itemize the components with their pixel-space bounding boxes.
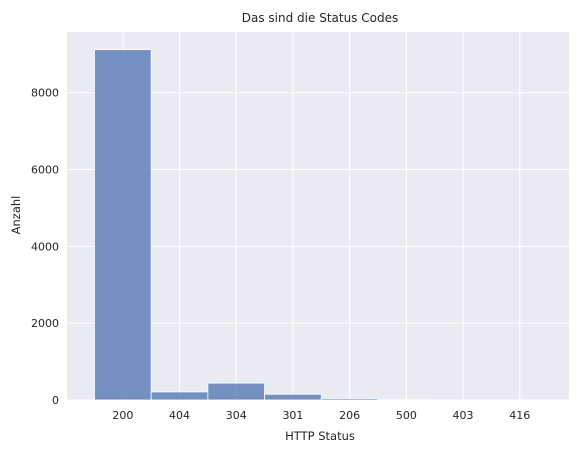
x-tick-label: 206 [339, 409, 360, 422]
bar-404 [150, 391, 209, 401]
x-axis-label: HTTP Status [285, 429, 355, 443]
bar-301 [264, 393, 322, 401]
y-tick-label: 4000 [31, 240, 59, 253]
y-ticks: 0 2000 4000 6000 8000 [31, 87, 59, 407]
y-tick-label: 6000 [31, 164, 59, 177]
bar-200 [94, 49, 152, 401]
x-tick-label: 403 [453, 409, 474, 422]
y-tick-label: 0 [52, 394, 59, 407]
y-tick-label: 2000 [31, 317, 59, 330]
x-tick-label: 200 [112, 409, 133, 422]
y-tick-label: 8000 [31, 87, 59, 100]
x-tick-label: 304 [226, 409, 247, 422]
bar-206 [320, 398, 379, 401]
x-tick-label: 500 [396, 409, 417, 422]
x-tick-label: 404 [169, 409, 190, 422]
y-axis-label: Anzahl [9, 196, 23, 235]
bar-304 [207, 382, 265, 401]
bars [94, 49, 549, 401]
chart-title: Das sind die Status Codes [242, 11, 398, 25]
x-ticks: 200 404 304 301 206 500 403 416 [112, 409, 530, 422]
x-tick-label: 301 [282, 409, 303, 422]
x-tick-label: 416 [509, 409, 530, 422]
